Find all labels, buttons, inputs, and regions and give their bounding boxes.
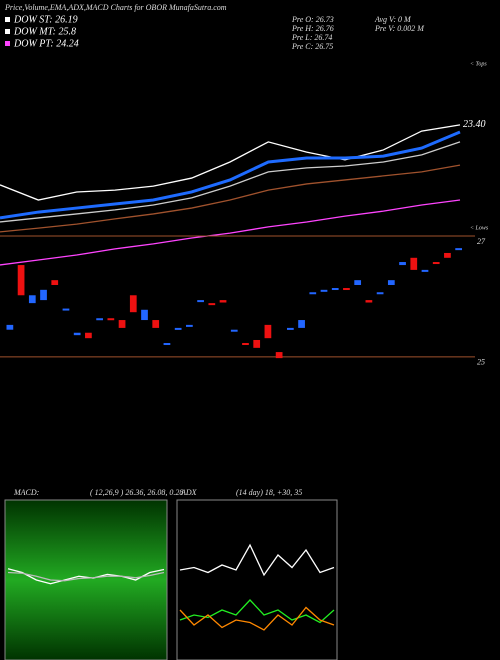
candle [85,332,92,339]
series-line [7,568,165,585]
candle [197,300,204,303]
series-line [0,124,461,201]
candle [298,320,305,328]
candle [410,257,418,270]
candle [399,262,406,266]
legend-swatch [5,17,10,22]
candle [444,252,451,258]
candle [118,320,126,328]
candle [163,343,171,346]
candle [141,309,148,321]
candle [242,343,249,346]
adx-params: (14 day) 18, +30, 35 [236,488,302,497]
candle [6,324,14,330]
candle [275,352,283,359]
adx-panel [176,499,338,660]
candle [286,327,294,330]
adx-label: ADX [180,488,198,497]
stat: Pre C: 26.75 [291,42,333,51]
series-line [0,164,461,233]
candle [354,280,362,285]
candle [320,289,328,292]
tops-label: < Tops [470,61,487,67]
candle [253,339,261,348]
legend-entry: DOW MT: 25.8 [13,26,76,37]
candle [152,320,160,328]
last-price-label: 23.40 [463,119,486,130]
series-line [179,543,335,577]
candle [96,318,103,321]
series-line [0,199,461,266]
candle [186,324,193,327]
stat: Pre H: 26.76 [291,24,334,33]
candle [343,288,350,291]
series-line [0,141,461,223]
candle [208,303,216,306]
candle [387,280,395,285]
legend-swatch [5,41,10,46]
candle [73,332,81,336]
candle [219,300,227,303]
candle [28,295,36,304]
candle [174,327,182,330]
candle [365,300,373,303]
candle [331,288,339,291]
candle [51,280,59,285]
series-line [179,606,335,631]
legend-entry: DOW PT: 24.24 [13,38,79,49]
candle [17,265,25,296]
stat: Pre L: 26.74 [291,33,332,42]
series-line [7,571,165,582]
candle [230,329,238,332]
macd-label: MACD: [13,488,40,497]
candle [376,292,384,295]
series-line [0,130,461,220]
macd-params: ( 12,26,9 ) 26.36, 26.08, 0.28 [90,488,183,497]
title: Price,Volume,EMA,ADX,MACD Charts for OBO… [4,3,227,12]
candle [129,295,137,313]
candle [455,248,463,251]
candle [107,318,115,321]
candle [40,289,47,301]
y-tick-label: 25 [477,358,485,367]
stat: Pre O: 26.73 [291,15,334,24]
candle [421,269,429,272]
candle [264,324,272,339]
lows-label: < Lows [470,225,489,231]
candle [62,308,70,311]
y-tick-label: 27 [477,237,486,246]
legend-entry: DOW ST: 26.19 [13,14,78,25]
macd-panel [4,499,168,660]
candle [309,292,317,295]
stat: Pre V: 0.002 M [374,24,425,33]
candle [432,262,440,265]
stat: Avg V: 0 M [374,15,412,24]
legend-swatch [5,29,10,34]
